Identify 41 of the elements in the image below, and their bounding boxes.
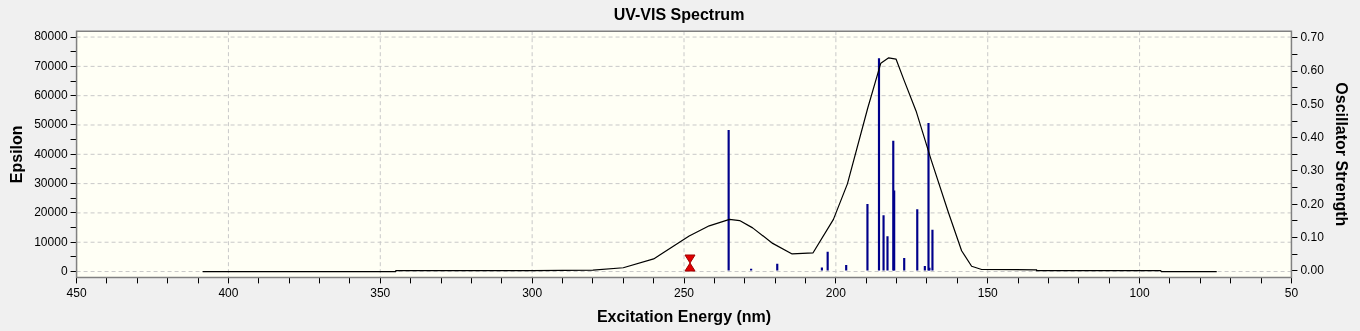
bar [820,267,823,271]
y2-axis-title: Oscillator Strength [1332,82,1350,227]
y-tick-label: 10000 [34,234,68,249]
bar [826,251,829,271]
y-tick-label: 0 [60,263,68,278]
x-tick-label: 250 [673,285,695,300]
x-tick-label: 450 [66,285,87,300]
x-tick-label: 200 [825,285,847,300]
x-tick-label: 50 [1284,285,1299,300]
y-tick-label: 70000 [34,58,68,73]
y-tick-label: 30000 [34,175,68,190]
bar [877,58,881,271]
bar [776,263,779,271]
y-tick-label: 40000 [34,146,68,161]
y2-tick-label: 0.10 [1300,229,1325,244]
y-tick-label: 60000 [34,87,68,102]
bar [882,215,885,271]
x-tick-label: 100 [1129,285,1150,300]
x-tick-label: 350 [370,285,391,300]
y-tick-label: 80000 [34,29,68,44]
x-axis-title: Excitation Energy (nm) [596,307,772,325]
bar [845,265,848,271]
y2-tick-label: 0.30 [1300,163,1325,178]
y2-tick-label: 0.00 [1300,263,1325,278]
chart-title: UV-VIS Spectrum [613,6,745,24]
y2-tick-label: 0.40 [1300,129,1325,144]
x-tick-label: 150 [977,285,999,300]
y-tick-label: 20000 [34,205,68,220]
x-tick-label: 300 [522,285,543,300]
y2-tick-label: 0.70 [1300,30,1325,45]
y-tick-label: 50000 [34,117,68,132]
bar [916,209,919,271]
x-tick-label: 400 [218,285,239,300]
bar [927,123,930,271]
bar [903,258,906,271]
y2-tick-label: 0.20 [1300,196,1325,211]
bar [727,130,730,271]
y2-tick-label: 0.50 [1300,96,1325,111]
y-axis-title: Epsilon [8,125,26,184]
bar [866,203,869,271]
y2-tick-label: 0.60 [1300,63,1325,78]
